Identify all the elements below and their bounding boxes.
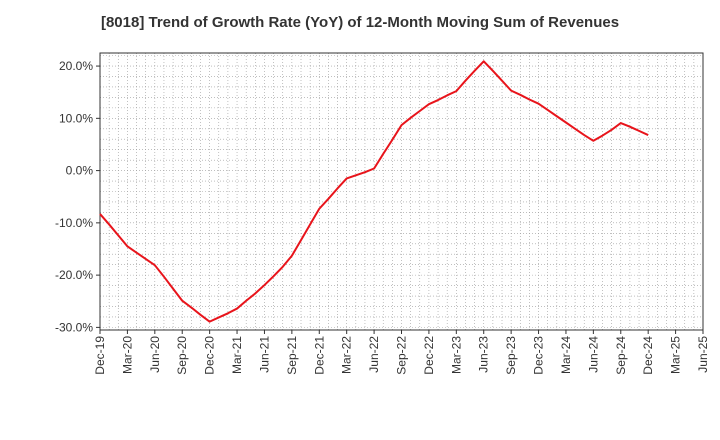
y-tick-label: 10.0% <box>59 111 93 125</box>
x-tick-label: Jun-24 <box>586 336 600 373</box>
x-tick-label: Dec-24 <box>641 336 655 375</box>
x-tick-label: Jun-20 <box>148 336 162 373</box>
x-tick-label: Jun-23 <box>477 336 491 373</box>
x-tick-label: Dec-21 <box>312 336 326 375</box>
x-tick-label: Dec-19 <box>93 336 107 375</box>
x-tick-label: Mar-25 <box>669 336 683 374</box>
x-tick-label: Sep-24 <box>614 336 628 375</box>
x-tick-label: Sep-20 <box>175 336 189 375</box>
x-tick-label: Sep-22 <box>395 336 409 375</box>
x-axis-ticks: Dec-19 Mar-20 Jun-20 Sep-20 Dec-20 Mar-21 Jun-… <box>93 330 710 375</box>
x-tick-label: Jun-21 <box>257 336 271 373</box>
series-line <box>99 60 649 323</box>
x-tick-label: Mar-22 <box>340 336 354 374</box>
y-tick-label: -20.0% <box>55 268 93 282</box>
y-tick-label: -10.0% <box>55 216 93 230</box>
x-tick-label: Mar-21 <box>230 336 244 374</box>
x-tick-label: Mar-23 <box>449 336 463 374</box>
x-tick-label: Jun-25 <box>696 336 710 373</box>
x-tick-label: Dec-23 <box>532 336 546 375</box>
series-layer <box>99 60 649 323</box>
x-tick-label: Sep-23 <box>504 336 518 375</box>
x-tick-label: Jun-22 <box>367 336 381 373</box>
y-tick-label: 20.0% <box>59 59 93 73</box>
y-axis-ticks: 20.0% 10.0% 0.0% -10.0% -20.0% -30.0% <box>55 59 100 334</box>
x-tick-label: Dec-20 <box>203 336 217 375</box>
y-tick-label: 0.0% <box>66 164 94 178</box>
x-tick-label: Mar-24 <box>559 336 573 374</box>
grid-lines <box>100 53 703 330</box>
y-tick-label: -30.0% <box>55 320 93 334</box>
x-tick-label: Mar-20 <box>120 336 134 374</box>
x-tick-label: Sep-21 <box>285 336 299 375</box>
chart-title: [8018] Trend of Growth Rate (YoY) of 12-… <box>100 14 620 31</box>
x-tick-label: Dec-22 <box>422 336 436 375</box>
